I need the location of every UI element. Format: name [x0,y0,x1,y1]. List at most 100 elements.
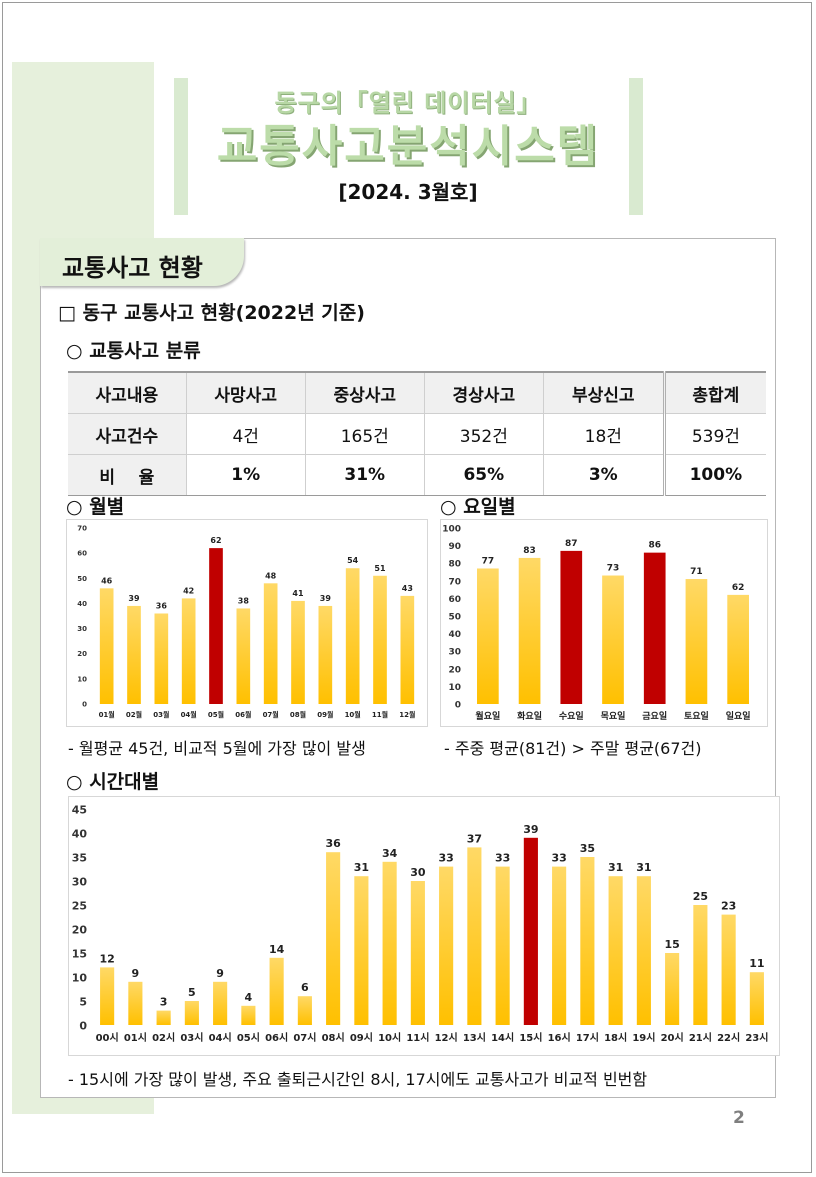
y-tick-label: 35 [72,852,87,865]
bar [184,1001,199,1025]
y-tick-label: 50 [448,613,461,623]
title-right-bar [629,78,643,215]
bar-value-label: 83 [523,546,536,556]
monthly-chart-title: ○ 월별 [66,496,125,518]
table-row: 사고건수 4건 165건 352건 18건 539건 [68,413,766,455]
bar-value-label: 39 [320,594,332,603]
x-tick-label: 08월 [290,710,306,719]
x-tick-label: 20시 [661,1032,684,1044]
x-tick-label: 04시 [209,1032,232,1044]
x-tick-label: 23시 [745,1032,768,1044]
bar-value-label: 25 [693,890,708,903]
table-cell: 100% [662,454,766,496]
bar [297,996,312,1025]
table-cell: 65% [423,454,544,496]
bar-value-label: 33 [495,852,510,865]
bar-value-label: 6 [301,981,309,994]
x-tick-label: 00시 [96,1032,119,1044]
accident-table: 사고내용 사망사고 중상사고 경상사고 부상신고 총합계 사고건수 4건 165… [68,371,766,496]
bar-value-label: 51 [374,564,386,573]
bar-value-label: 23 [721,900,736,913]
bar-value-label: 48 [265,571,277,580]
x-tick-label: 21시 [689,1032,712,1044]
y-tick-label: 70 [77,525,87,533]
table-header-cell: 총합계 [662,371,766,414]
bar-value-label: 4 [245,991,253,1004]
x-tick-label: 06월 [235,710,251,719]
weekday-note: - 주중 평균(81건) > 주말 평균(67건) [444,739,702,758]
x-tick-label: 14시 [491,1032,514,1044]
bar [99,588,114,704]
y-tick-label: 0 [79,1020,87,1033]
x-tick-label: 03시 [180,1032,203,1044]
bar [608,876,623,1025]
y-tick-label: 50 [77,575,87,583]
bar-highlight [209,548,223,704]
bar-value-label: 87 [565,539,578,549]
bar [241,1005,256,1025]
classification-title: ○ 교통사고 분류 [66,340,201,362]
bar-value-label: 86 [648,541,661,551]
table-header-cell: 경상사고 [423,371,544,414]
bar [263,583,278,704]
x-tick-label: 일요일 [726,710,751,722]
bar [318,605,333,704]
bar-highlight [523,837,538,1025]
bar-value-label: 31 [354,861,369,874]
bar [518,557,541,704]
x-tick-label: 화요일 [517,710,542,722]
table-header-cell: 중상사고 [304,371,425,414]
section-title: 교통사고 현황 [62,254,203,282]
monthly-chart: 0 10 20 30 40 50 60 70 46 01월 39 02월 36 03월 42 04월 62 05월… [77,525,415,720]
table-cell: 1% [185,454,306,496]
bar-value-label: 54 [347,556,359,565]
bar-value-label: 35 [580,842,595,855]
bar-value-label: 15 [664,938,679,951]
x-tick-label: 09월 [317,710,333,719]
bar [749,972,764,1025]
y-tick-label: 40 [448,630,461,640]
bar-value-label: 41 [292,589,304,598]
y-tick-label: 10 [77,675,87,683]
bar-value-label: 3 [160,996,168,1009]
table-header-cell: 사망사고 [185,371,306,414]
bar [236,608,251,704]
bar-value-label: 36 [325,837,341,850]
bar [727,594,749,704]
weekday-chart-frame: 0 10 20 30 40 50 60 70 80 90 100 77 월요일 83 화요일 87 수요일 73 목… [440,519,768,727]
bar-value-label: 30 [410,866,426,879]
y-tick-label: 5 [79,996,87,1009]
bar-highlight [643,552,666,704]
y-tick-label: 10 [448,683,461,693]
weekday-chart-title: ○ 요일별 [440,496,516,518]
x-tick-label: 11시 [406,1032,429,1044]
bar [477,568,499,704]
x-tick-label: 13시 [463,1032,486,1044]
y-tick-label: 40 [77,600,87,608]
bar [181,598,196,704]
x-tick-label: 01월 [99,710,115,719]
x-tick-label: 06시 [265,1032,288,1044]
bar-highlight [560,550,583,704]
weekday-chart: 0 10 20 30 40 50 60 70 80 90 100 77 월요일 83 화요일 87 수요일 73 목… [442,525,751,723]
x-tick-label: 월요일 [475,710,500,722]
x-tick-label: 16시 [548,1032,571,1044]
subtitle: □ 동구 교통사고 현황(2022년 기준) [58,302,365,324]
x-tick-label: 02시 [152,1032,175,1044]
bar [269,957,284,1025]
x-tick-label: 22시 [717,1032,740,1044]
bar [602,575,624,704]
bar [400,595,415,704]
table-cell: 18건 [542,413,665,455]
row-label: 비 율 [68,454,187,496]
bar-value-label: 5 [188,986,196,999]
bar-value-label: 62 [210,536,221,545]
x-tick-label: 10시 [378,1032,401,1044]
bar-value-label: 33 [438,852,453,865]
x-tick-label: 11월 [372,710,388,719]
bar-value-label: 62 [732,583,745,593]
section-tab [40,238,244,286]
bar [345,568,360,704]
row-label: 사고건수 [68,413,187,455]
